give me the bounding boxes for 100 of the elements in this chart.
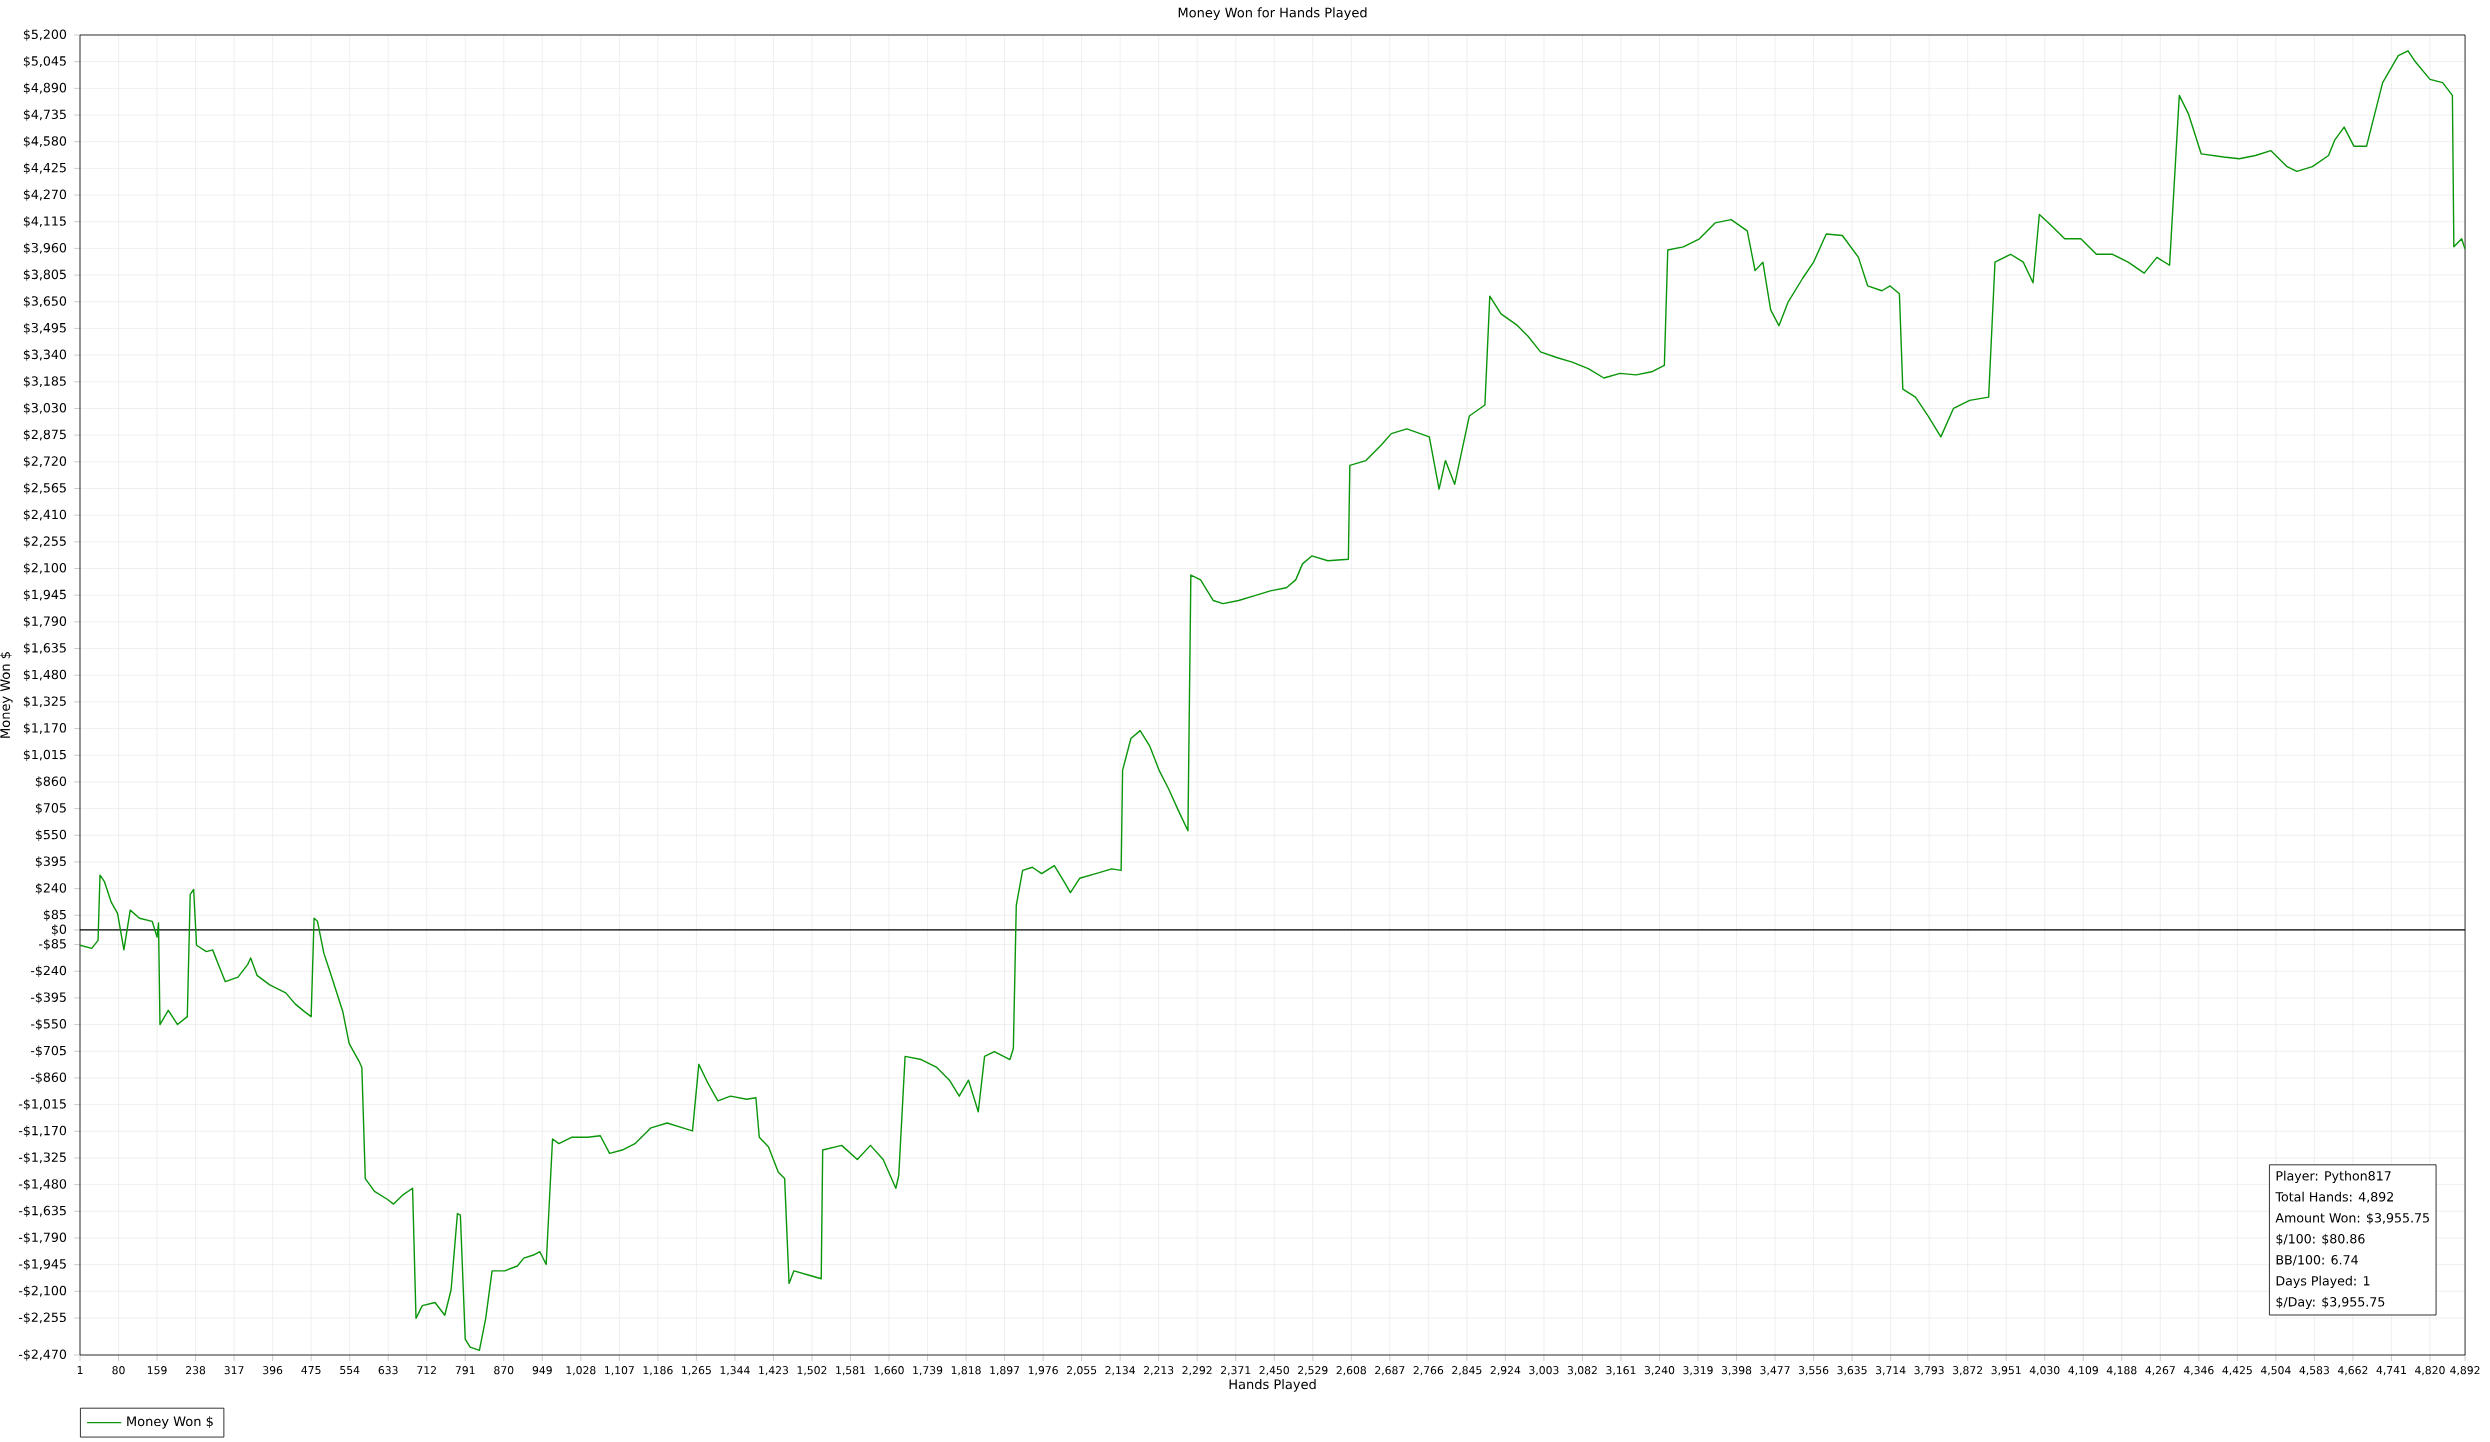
x-tick-label: 4,892 bbox=[2450, 1366, 2480, 1376]
x-tick-label: 949 bbox=[532, 1366, 552, 1375]
x-tick-label: 238 bbox=[186, 1366, 206, 1375]
legend-label: Money Won $ bbox=[127, 1416, 213, 1429]
x-tick-label: 4,188 bbox=[2106, 1366, 2137, 1376]
x-tick-label: 3,477 bbox=[1760, 1366, 1790, 1376]
x-tick-label: 80 bbox=[112, 1366, 125, 1375]
y-tick-label: -$1,015 bbox=[18, 1098, 66, 1111]
x-tick-label: 712 bbox=[417, 1366, 436, 1375]
x-tick-label: 3,082 bbox=[1567, 1366, 1597, 1376]
x-tick-label: 1,897 bbox=[990, 1366, 1020, 1376]
y-tick-label: $1,790 bbox=[23, 616, 67, 628]
x-tick-label: 4,583 bbox=[2299, 1366, 2329, 1376]
x-tick-label: 4,267 bbox=[2145, 1366, 2175, 1376]
x-tick-label: 1,186 bbox=[643, 1366, 673, 1376]
y-tick-label: $3,340 bbox=[23, 349, 67, 361]
y-tick-label: $1,480 bbox=[23, 669, 67, 681]
y-tick-label: $2,100 bbox=[23, 562, 67, 575]
x-tick-label: 4,030 bbox=[2029, 1366, 2060, 1376]
y-tick-label: -$550 bbox=[30, 1018, 67, 1031]
y-tick-label: $1,015 bbox=[23, 749, 66, 761]
annotation: $/100: $80.86 bbox=[2276, 1233, 2365, 1246]
y-tick-label: $550 bbox=[35, 829, 67, 841]
line-series bbox=[80, 50, 2466, 1352]
x-tick-label: 2,292 bbox=[1182, 1366, 1212, 1376]
x-tick-label: 3,003 bbox=[1529, 1366, 1559, 1376]
x-tick-label: 2,766 bbox=[1413, 1366, 1444, 1376]
x-tick-label: 2,529 bbox=[1298, 1366, 1328, 1376]
y-tick-label: $4,580 bbox=[23, 136, 67, 148]
y-tick-label: $4,890 bbox=[23, 82, 67, 95]
y-tick-label: $2,410 bbox=[23, 509, 67, 521]
y-tick-label: $5,045 bbox=[23, 55, 66, 68]
x-tick-label: 1,502 bbox=[797, 1366, 827, 1376]
x-tick-label: 317 bbox=[224, 1366, 244, 1375]
y-tick-label: $860 bbox=[35, 776, 67, 788]
x-tick-label: 3,635 bbox=[1837, 1366, 1867, 1376]
x-tick-label: 2,213 bbox=[1144, 1366, 1174, 1376]
y-tick-label: $240 bbox=[35, 882, 67, 895]
y-tick-label: $2,720 bbox=[23, 456, 67, 468]
y-tick-label: $3,185 bbox=[23, 376, 66, 388]
chart-title: Money Won for Hands Played bbox=[1178, 7, 1367, 20]
y-axis-title: Money Won $ bbox=[0, 652, 13, 738]
x-tick-label: 870 bbox=[494, 1366, 514, 1375]
annotation: Player: Python817 bbox=[2276, 1170, 2391, 1184]
x-axis-title: Hands Played bbox=[1229, 1379, 1316, 1392]
annotation: BB/100: 6.74 bbox=[2276, 1255, 2358, 1266]
y-tick-label: $3,650 bbox=[23, 296, 67, 308]
annotation: $/Day: $3,955.75 bbox=[2276, 1296, 2385, 1310]
x-tick-label: 3,872 bbox=[1953, 1366, 1983, 1376]
x-tick-label: 1,265 bbox=[682, 1366, 711, 1376]
y-tick-label: $3,495 bbox=[23, 322, 66, 335]
x-tick-label: 4,425 bbox=[2222, 1366, 2252, 1376]
y-tick-label: -$395 bbox=[30, 992, 66, 1004]
y-tick-label: $2,565 bbox=[23, 482, 66, 495]
x-tick-label: 159 bbox=[147, 1366, 167, 1375]
x-tick-label: 4,346 bbox=[2183, 1366, 2214, 1376]
x-tick-label: 2,845 bbox=[1452, 1366, 1482, 1376]
x-tick-label: 1 bbox=[77, 1366, 83, 1374]
y-tick-label: -$1,170 bbox=[18, 1125, 67, 1137]
y-tick-label: $85 bbox=[43, 909, 66, 921]
y-tick-label: $395 bbox=[35, 856, 66, 868]
x-tick-label: 633 bbox=[378, 1366, 398, 1375]
y-tick-label: $2,875 bbox=[23, 429, 66, 441]
x-tick-label: 554 bbox=[340, 1366, 360, 1375]
y-tick-label: $5,200 bbox=[23, 29, 67, 41]
x-tick-label: 2,371 bbox=[1221, 1366, 1251, 1376]
y-tick-label: $1,325 bbox=[23, 696, 66, 708]
x-tick-label: 1,818 bbox=[951, 1366, 981, 1376]
annotation: Amount Won: $3,955.75 bbox=[2275, 1212, 2429, 1225]
x-tick-label: 1,028 bbox=[566, 1366, 596, 1376]
y-tick-label: $0 bbox=[51, 924, 67, 936]
x-tick-label: 3,319 bbox=[1683, 1366, 1713, 1376]
y-tick-label: $1,635 bbox=[23, 642, 66, 655]
y-tick-label: -$705 bbox=[30, 1045, 66, 1057]
x-tick-label: 4,662 bbox=[2337, 1366, 2368, 1376]
x-tick-label: 3,556 bbox=[1798, 1366, 1829, 1376]
y-tick-label: $2,255 bbox=[23, 536, 66, 548]
x-tick-label: 3,951 bbox=[1991, 1366, 2021, 1376]
y-tick-label: -$85 bbox=[38, 938, 66, 951]
x-tick-label: 2,134 bbox=[1105, 1366, 1135, 1376]
x-tick-label: 791 bbox=[455, 1366, 475, 1375]
y-tick-label: $4,270 bbox=[23, 189, 67, 201]
annotation: Days Played: 1 bbox=[2276, 1275, 2370, 1289]
x-tick-label: 3,793 bbox=[1914, 1366, 1944, 1376]
x-tick-label: 1,344 bbox=[720, 1366, 750, 1376]
x-tick-label: 4,109 bbox=[2068, 1366, 2098, 1376]
x-tick-label: 2,055 bbox=[1066, 1366, 1097, 1376]
y-tick-label: $705 bbox=[35, 802, 66, 815]
y-tick-label: -$1,790 bbox=[18, 1232, 67, 1244]
y-tick-label: -$2,470 bbox=[18, 1349, 67, 1361]
annotation: Total Hands: 4,892 bbox=[2275, 1191, 2394, 1203]
x-tick-label: 3,240 bbox=[1644, 1366, 1675, 1376]
y-tick-label: -$1,325 bbox=[18, 1152, 66, 1164]
x-tick-label: 1,581 bbox=[836, 1366, 865, 1376]
y-tick-label: $1,945 bbox=[23, 589, 66, 601]
y-tick-label: $4,425 bbox=[23, 162, 66, 175]
y-tick-label: -$1,635 bbox=[18, 1205, 66, 1218]
y-tick-label: $3,030 bbox=[23, 402, 67, 415]
x-tick-label: 2,450 bbox=[1259, 1366, 1289, 1376]
x-tick-label: 4,504 bbox=[2260, 1366, 2291, 1376]
